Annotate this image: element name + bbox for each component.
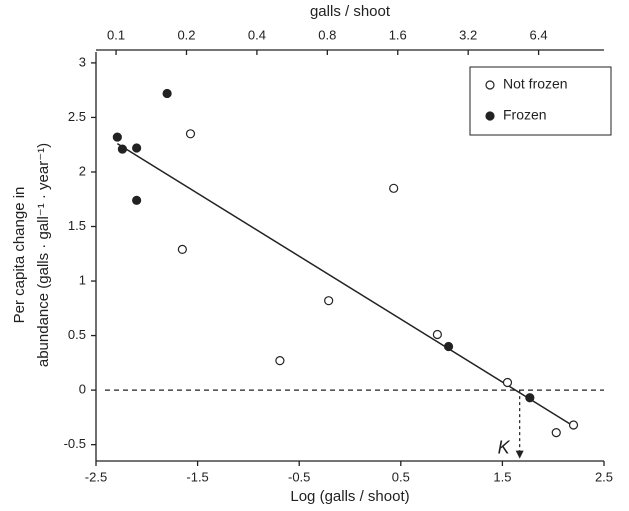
y-axis-title: abundance (galls · gall⁻¹ · year⁻¹) [35,143,52,367]
point [432,329,442,340]
x2-axis-title: galls / shoot [310,3,391,20]
point [185,129,196,139]
point [132,143,142,153]
y-tick-label: 3 [79,54,86,69]
point [443,341,454,352]
x-tick-label: -1.5 [186,469,208,484]
x-tick-label: 2.5 [595,469,613,484]
annotation-label: K [498,437,511,457]
x2-tick-label: 0.8 [318,27,336,42]
point [117,144,128,154]
legend-label: Not frozen [503,76,568,92]
point [324,296,334,306]
point [525,393,535,403]
x-tick-label: 0.5 [392,469,410,484]
x2-tick-label: 0.2 [177,27,195,42]
x-tick-label: -0.5 [288,469,310,484]
y-tick-label: 1 [79,272,86,287]
x-tick-label: -2.5 [85,469,107,484]
legend-marker [485,111,495,121]
point [177,244,187,255]
x2-tick-label: 3.2 [459,27,477,42]
y-tick-label: 2.5 [68,109,86,124]
point [112,132,122,142]
legend-label: Frozen [503,107,547,123]
point [162,88,172,99]
legend-box [469,66,612,136]
point [132,195,142,205]
point [389,183,399,193]
y-tick-label: 1.5 [68,218,86,233]
y-tick-label: 0.5 [68,327,86,342]
x2-tick-label: 6.4 [530,27,548,42]
x-axis-title: Log (galls / shoot) [290,488,409,505]
fit-line [116,142,574,427]
point [551,428,561,438]
point [568,420,579,430]
point [275,356,285,366]
arrow-head [515,450,524,459]
y-tick-label: 2 [79,163,86,178]
x2-tick-label: 0.4 [248,27,266,42]
y-tick-label: -0.5 [64,436,86,451]
legend-marker [485,80,495,90]
y-tick-label: 0 [79,382,86,397]
x2-tick-label: 1.6 [389,27,407,42]
point [502,377,513,388]
y-axis-title: Per capita change in [11,187,28,324]
x-tick-label: 1.5 [493,469,511,484]
x2-tick-label: 0.1 [107,27,125,42]
